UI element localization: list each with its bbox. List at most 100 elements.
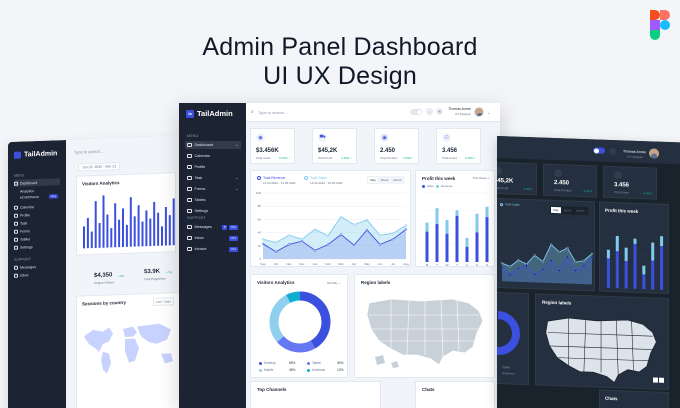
center-search-input[interactable]: Type to search... (258, 110, 288, 115)
sidebar-item-label: Profile (194, 165, 206, 169)
left-support-item[interactable]: Inbox (14, 270, 60, 279)
profile-icon (187, 164, 192, 170)
left-sidebar-item-label: Calendar (20, 204, 35, 210)
period-day-button[interactable]: Day (550, 206, 562, 214)
search-icon[interactable]: ⌕ (251, 109, 254, 115)
sidebar-item-invoice[interactable]: Invoice Pro (185, 245, 241, 253)
left-sidebar-item[interactable]: eCommerce Pro (14, 192, 60, 201)
stat-card: ◉ $3.456K Total views 0.43% ↑ (250, 128, 295, 164)
period-week-button[interactable]: Week (380, 177, 389, 182)
series-point (391, 232, 395, 235)
users-icon: ⚇ (442, 133, 451, 142)
left-sidebar-item-label: Dashboard (20, 180, 38, 186)
right-stat-change: 2.59% (583, 189, 592, 194)
left-search-input[interactable]: Type to search... (74, 148, 104, 155)
donut-legend-label: Mobile (264, 368, 274, 372)
profit-chart-panel: Profit this week This Week ⌄ Sales Reven… (415, 170, 495, 267)
legend-dot-icon (259, 361, 262, 365)
left-dashboard-screen: TailAdmin MENU Dashboard Analytics eCommer… (8, 136, 180, 408)
legend-dot-icon (422, 184, 425, 188)
period-day-button[interactable]: Day (367, 176, 379, 183)
sidebar-item-calendar[interactable]: Calendar (185, 152, 241, 160)
visitors-filter-dropdown[interactable]: Monthly ⌄ (327, 281, 341, 285)
donut-legend-item: Mobile 45% (259, 368, 295, 372)
donut-legend-item: Desktop 65% (259, 361, 295, 365)
donut-slice (269, 291, 331, 353)
left-visitors-bar (141, 221, 144, 247)
right-stat-value: 3.456 (614, 182, 630, 189)
top-channels-title: Top Channels (257, 387, 287, 392)
pro-badge: Pro (229, 235, 238, 241)
profit-filter-dropdown[interactable]: This Week ⌄ (473, 176, 490, 180)
profit-bar-revenue (642, 265, 646, 275)
y-tick-label: 60 (258, 217, 262, 221)
dark-mode-toggle[interactable] (410, 109, 422, 115)
legend-sales: Sales (422, 184, 434, 188)
menu-item-icon (14, 181, 18, 186)
avatar[interactable] (474, 107, 484, 117)
left-visitors-bar (106, 214, 109, 248)
chevron-down-icon: ⌄ (235, 187, 238, 191)
left-sidebar-item[interactable]: Settings (14, 242, 60, 251)
x-tick-label: Jun (378, 262, 383, 266)
sidebar-item-profile[interactable]: Profile (185, 163, 241, 171)
sidebar-item-forms[interactable]: Forms ⌄ (185, 185, 241, 193)
sidebar-item-inbox[interactable]: Inbox Pro (185, 234, 241, 242)
center-user-name[interactable]: Thomas Anree (448, 107, 471, 111)
stat-value: 3.456 (442, 148, 458, 154)
right-stat-label: Total Profit (497, 185, 509, 191)
sidebar-item-settings[interactable]: Settings (185, 207, 241, 215)
series-point (261, 242, 265, 245)
chevron-down-icon[interactable]: ⌄ (487, 110, 491, 115)
right-user-name[interactable]: Thomas Anree (623, 149, 646, 155)
series-point (574, 260, 577, 264)
sidebar-item-label: Task (194, 176, 203, 180)
series-point (391, 238, 395, 241)
grid-line (502, 280, 592, 285)
period-week-button[interactable]: Week (563, 208, 572, 213)
avatar[interactable] (649, 148, 659, 159)
profit-bar-revenue (485, 206, 489, 218)
grid-line (502, 232, 592, 237)
right-donut-panel: Tablet Unknown (497, 291, 529, 386)
hero-title: Admin Panel Dashboard (202, 33, 478, 61)
left-date-picker[interactable]: Jan 19, 2025 - Mar 21 (78, 162, 121, 172)
zoom-out-button[interactable] (659, 377, 664, 383)
x-tick-label: Aug (403, 262, 409, 266)
zoom-in-button[interactable] (653, 377, 658, 383)
sidebar-item-dashboard[interactable]: Dashboard ⌄ (185, 141, 241, 149)
sidebar-item-label: Tables (194, 198, 206, 202)
dark-mode-toggle[interactable] (593, 147, 605, 154)
sidebar-item-label: Inbox (194, 236, 204, 240)
center-dashboard-screen: la TailAdmin MENU Dashboard ⌄ Calendar Profi… (179, 103, 500, 408)
sidebar-item-task[interactable]: Task ⌄ (185, 174, 241, 182)
stat-change: 2.59% ↑ (403, 156, 414, 160)
period-month-button[interactable]: Month (393, 177, 402, 182)
legend-dot-icon (304, 176, 308, 180)
left-brand-logo[interactable]: TailAdmin (14, 150, 57, 159)
series-point (339, 215, 343, 218)
right-profit-panel: Profit this week (599, 201, 669, 295)
profit-bar-revenue (425, 222, 429, 232)
sidebar-item-messages[interactable]: Messages Pro 5 (185, 223, 241, 231)
chats-panel: Chats (415, 381, 495, 408)
chat-icon[interactable]: ✉ (436, 108, 443, 115)
period-month-button[interactable]: Month (576, 208, 585, 213)
bell-icon[interactable] (609, 147, 616, 156)
y-tick-label: 20 (258, 244, 262, 248)
series-point (274, 241, 278, 244)
figma-logo-icon (650, 10, 670, 40)
sidebar-item-tables[interactable]: Tables (185, 196, 241, 204)
left-sessions-card: Sessions by country Last 7 days (76, 292, 180, 408)
menu-item-icon (14, 213, 18, 218)
stat-label: Total Product (380, 156, 398, 160)
center-menu-heading: MENU (187, 134, 199, 138)
bell-icon[interactable]: ♪ (426, 108, 433, 115)
series-point (566, 255, 569, 259)
center-header: ⌕ Type to search... ♪ ✉ Thomas Anree UX … (246, 103, 500, 122)
center-brand-logo[interactable]: la TailAdmin (186, 109, 233, 118)
stat-card: ▣ 2.450 Total Product 2.59% ↑ (374, 128, 419, 164)
usa-map-icon (366, 298, 484, 368)
left-sessions-filter[interactable]: Last 7 days (152, 297, 174, 306)
series-point (533, 254, 536, 257)
